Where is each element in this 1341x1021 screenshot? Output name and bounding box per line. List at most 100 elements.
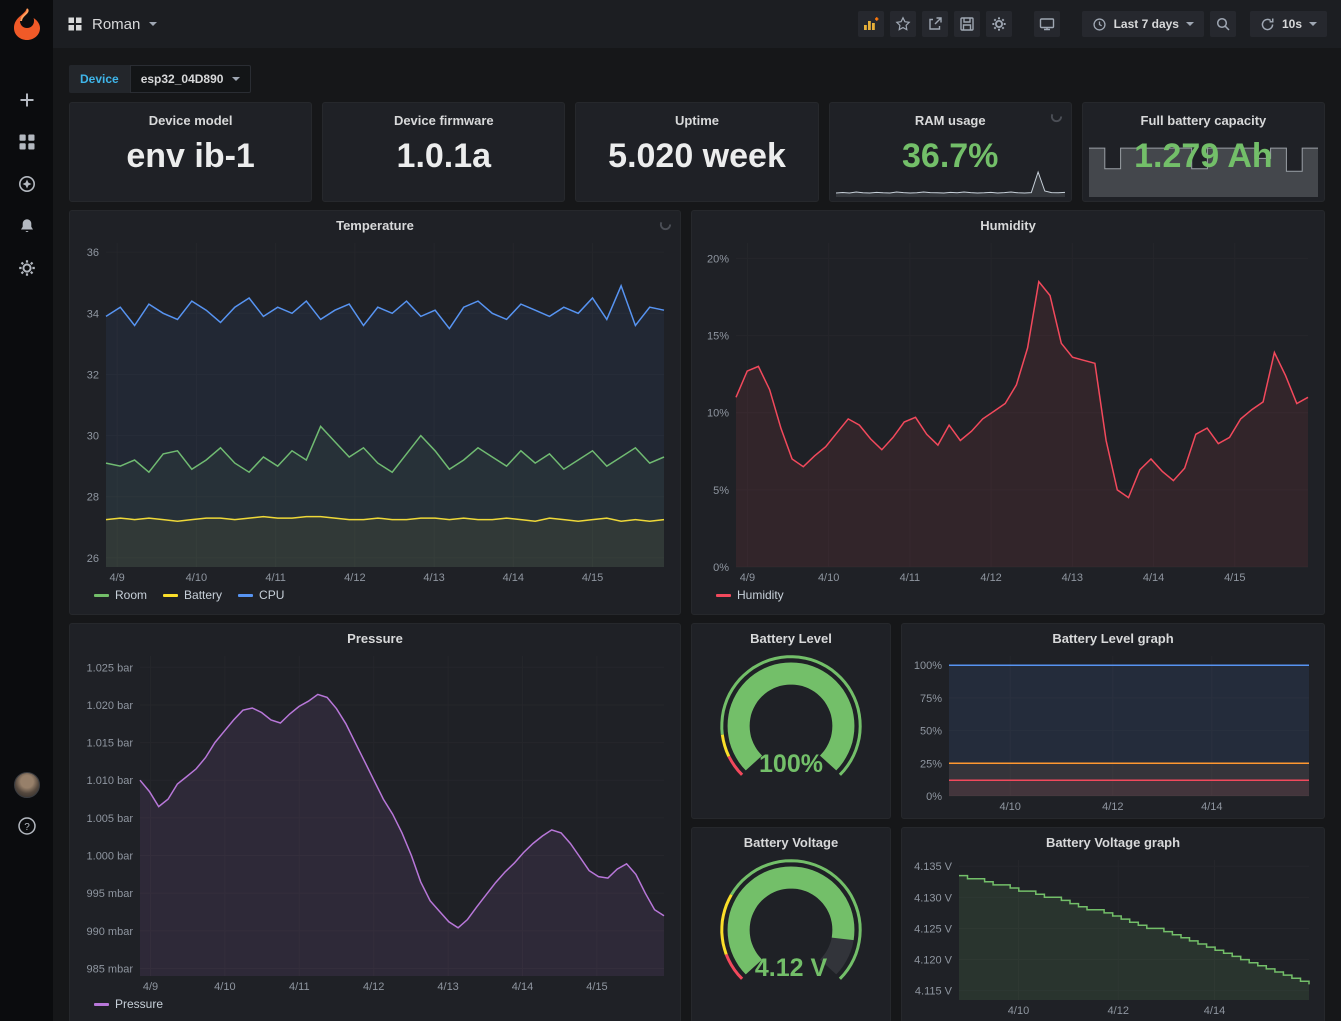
- sidebar-item-help[interactable]: ?: [9, 816, 45, 836]
- panel-temperature: Temperature 4/9 4/10 4/11 4/12 4/13 4/14 4/15 2…: [69, 210, 681, 615]
- svg-text:30: 30: [87, 431, 99, 443]
- sidebar-bottom: ?: [9, 772, 45, 836]
- pressure-chart[interactable]: 4/9 4/10 4/11 4/12 4/13 4/14 4/15 1.025 bar 1.02…: [78, 650, 672, 994]
- device-variable-value: esp32_04D890: [140, 72, 224, 86]
- device-variable-label: Device: [69, 65, 130, 93]
- svg-text:990 mbar: 990 mbar: [87, 926, 134, 938]
- svg-text:26: 26: [87, 553, 99, 565]
- legend-item-pressure[interactable]: Pressure: [94, 997, 163, 1011]
- dashboard-picker[interactable]: Roman: [67, 16, 158, 33]
- stat-panel-battery-capacity: Full battery capacity 1.279 Ah: [1081, 102, 1326, 202]
- legend-item-battery[interactable]: Battery: [163, 588, 222, 602]
- stat-value: env ib-1: [126, 137, 255, 175]
- battery-level-gauge[interactable]: [700, 650, 882, 788]
- sidebar-item-explore[interactable]: [9, 174, 45, 194]
- svg-text:36: 36: [87, 247, 99, 259]
- dashboard-content: Device esp32_04D890 Device model env ib-…: [53, 48, 1341, 1021]
- battery-capacity-sparkline[interactable]: [1088, 141, 1318, 197]
- variable-bar: Device esp32_04D890: [69, 64, 1325, 94]
- svg-text:4/10: 4/10: [999, 801, 1020, 813]
- panel-title[interactable]: Battery Level: [750, 631, 832, 646]
- clock-icon: [1092, 17, 1106, 31]
- refresh-button[interactable]: 10s: [1249, 11, 1327, 37]
- svg-text:100%: 100%: [914, 660, 942, 672]
- gauge-value: 100%: [759, 750, 823, 778]
- svg-text:?: ?: [24, 822, 30, 833]
- chevron-down-icon: [1185, 22, 1194, 26]
- plus-icon: [20, 93, 33, 107]
- cycle-view-mode-button[interactable]: [1033, 11, 1060, 37]
- loading-spinner-icon: [659, 218, 672, 231]
- panel-battery-voltage-graph: Battery Voltage graph 4/10 4/12 4/14 4.115 …: [901, 827, 1325, 1021]
- panel-title[interactable]: RAM usage: [914, 113, 986, 128]
- save-dashboard-button[interactable]: [953, 11, 980, 37]
- time-range-label: Last 7 days: [1113, 17, 1179, 31]
- share-dashboard-button[interactable]: [921, 11, 948, 37]
- humidity-chart[interactable]: 4/9 4/10 4/11 4/12 4/13 4/14 4/15 0% 5% 10% 15% 20%: [700, 237, 1316, 585]
- dashboards-grid-icon: [19, 134, 34, 150]
- panel-title[interactable]: Humidity: [980, 218, 1036, 233]
- grafana-logo[interactable]: [0, 0, 53, 48]
- legend-item-room[interactable]: Room: [94, 588, 147, 602]
- svg-text:25%: 25%: [920, 758, 942, 770]
- svg-text:4/12: 4/12: [1108, 1005, 1129, 1017]
- sidebar-item-dashboards[interactable]: [9, 132, 45, 152]
- chevron-down-icon: [232, 77, 241, 81]
- battery-voltage-graph-chart[interactable]: 4/10 4/12 4/14 4.115 V 4.120 V 4.125 V 4.130 V…: [909, 854, 1317, 1018]
- svg-text:4.125 V: 4.125 V: [914, 923, 953, 935]
- sidebar-item-alerting[interactable]: [9, 216, 45, 236]
- panel-title[interactable]: Pressure: [347, 631, 403, 646]
- panel-title[interactable]: Battery Level graph: [1052, 631, 1174, 646]
- stat-value: 36.7%: [902, 137, 999, 175]
- pressure-legend: Pressure: [78, 994, 167, 1013]
- svg-text:4/10: 4/10: [186, 572, 207, 584]
- loading-spinner-icon: [1050, 110, 1063, 123]
- panel-title[interactable]: Temperature: [336, 218, 414, 233]
- panel-title[interactable]: Device firmware: [393, 113, 494, 128]
- svg-text:4/14: 4/14: [1143, 572, 1164, 584]
- sidebar-item-create[interactable]: [9, 90, 45, 110]
- temperature-chart[interactable]: 4/9 4/10 4/11 4/12 4/13 4/14 4/15 26 28 30 32 34 36: [78, 237, 672, 585]
- star-dashboard-button[interactable]: [889, 11, 916, 37]
- svg-text:4/12: 4/12: [363, 981, 384, 993]
- sidebar-item-configuration[interactable]: [9, 258, 45, 278]
- add-panel-button[interactable]: [857, 11, 884, 37]
- device-variable-dropdown[interactable]: esp32_04D890: [129, 65, 252, 93]
- panel-title[interactable]: Full battery capacity: [1140, 113, 1267, 128]
- battery-level-graph-chart[interactable]: 4/10 4/12 4/14 0% 25% 50% 75% 100%: [909, 650, 1317, 814]
- svg-text:4/13: 4/13: [423, 572, 444, 584]
- panel-title[interactable]: Device model: [148, 113, 233, 128]
- add-panel-icon: [864, 17, 879, 30]
- search-icon: [1216, 17, 1230, 31]
- star-icon: [895, 16, 911, 31]
- zoom-out-time-button[interactable]: [1209, 11, 1236, 37]
- panel-humidity: Humidity 4/9 4/10 4/11 4/12 4/13 4/14 4/15 0% 5%…: [691, 210, 1325, 615]
- gear-icon: [991, 17, 1006, 31]
- svg-text:1.000 bar: 1.000 bar: [87, 851, 134, 863]
- panel-title[interactable]: Battery Voltage: [743, 835, 839, 850]
- row-pressure-battery: Pressure 4/9 4/10 4/11 4/12 4/13 4/14 4/15 1.02…: [69, 623, 1325, 1021]
- svg-text:4/14: 4/14: [1201, 801, 1222, 813]
- svg-text:4/14: 4/14: [503, 572, 524, 584]
- svg-text:4.135 V: 4.135 V: [914, 861, 953, 873]
- ram-usage-sparkline[interactable]: [835, 163, 1065, 197]
- svg-text:4/13: 4/13: [1062, 572, 1083, 584]
- time-range-picker[interactable]: Last 7 days: [1081, 11, 1204, 37]
- battery-graph-column: Battery Level graph 4/10 4/12 4/14 0% 25% 50%…: [901, 623, 1325, 1021]
- gear-icon: [18, 260, 35, 276]
- svg-text:1.020 bar: 1.020 bar: [87, 700, 134, 712]
- svg-text:5%: 5%: [713, 485, 729, 497]
- legend-item-humidity[interactable]: Humidity: [716, 588, 784, 602]
- legend-item-cpu[interactable]: CPU: [238, 588, 284, 602]
- stat-panel-ram-usage: RAM usage 36.7%: [828, 102, 1072, 202]
- panel-title[interactable]: Uptime: [674, 113, 720, 128]
- battery-voltage-gauge[interactable]: [700, 854, 882, 992]
- user-avatar[interactable]: [13, 772, 40, 798]
- explore-compass-icon: [18, 176, 35, 192]
- dashboard-settings-button[interactable]: [985, 11, 1012, 37]
- svg-text:50%: 50%: [920, 726, 942, 738]
- svg-text:34: 34: [87, 308, 99, 320]
- panel-title[interactable]: Battery Voltage graph: [1045, 835, 1181, 850]
- stat-panel-uptime: Uptime 5.020 week: [575, 102, 819, 202]
